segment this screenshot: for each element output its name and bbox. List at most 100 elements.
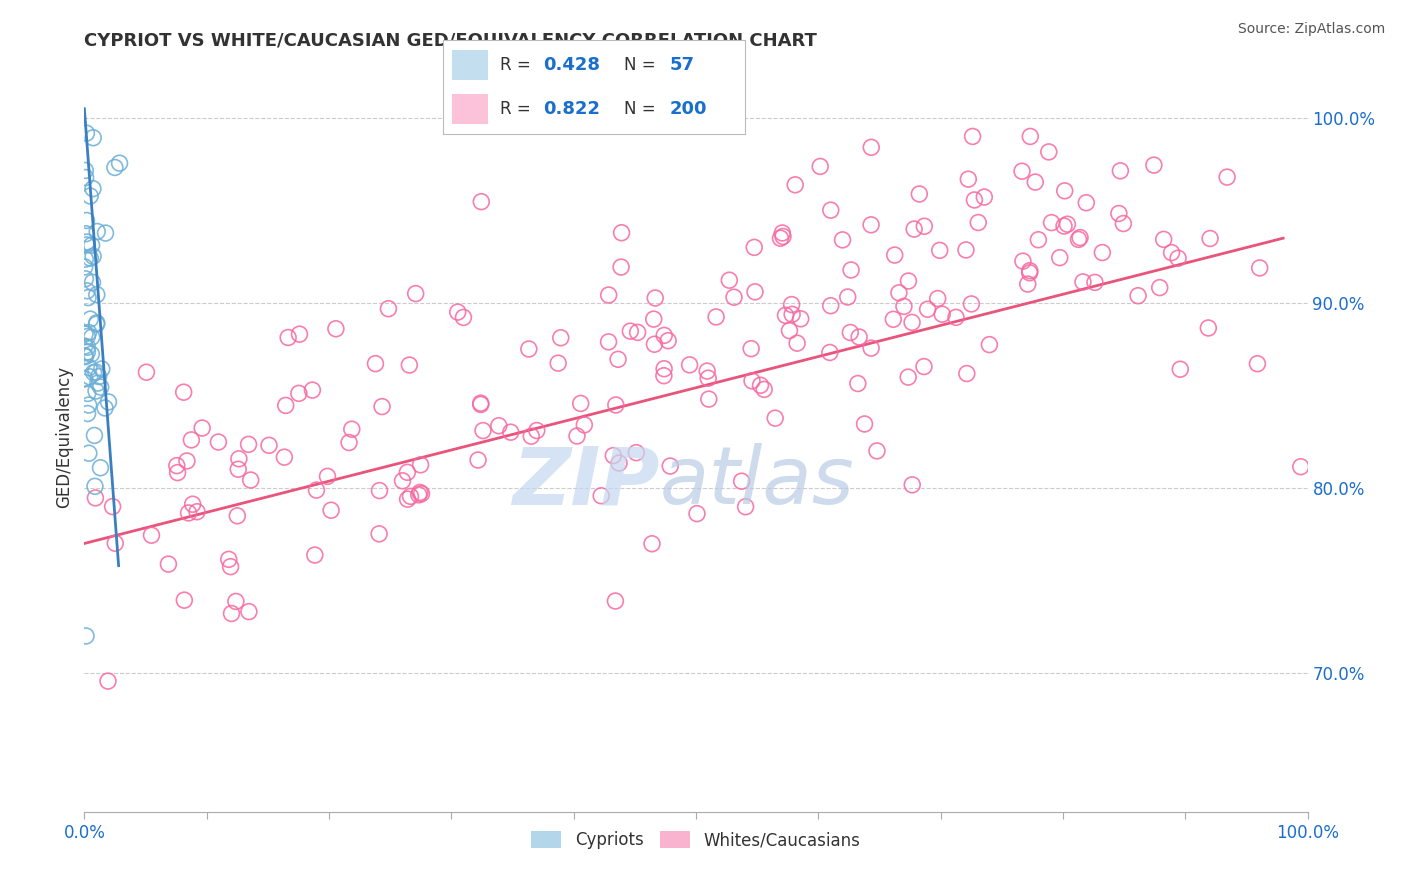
Point: [364, 357, 387, 371]
Point: [225, 594, 247, 608]
Point: [908, 186, 931, 201]
Point: [928, 244, 950, 258]
Point: [957, 172, 980, 186]
Point: [89, 460, 111, 475]
Point: [704, 310, 727, 324]
Point: [368, 483, 391, 498]
Point: [789, 311, 811, 326]
Point: [77, 398, 100, 412]
Point: [1246, 357, 1268, 371]
Point: [73, 326, 96, 341]
Point: [166, 466, 188, 480]
Point: [79, 189, 101, 203]
Point: [839, 263, 862, 277]
Point: [470, 396, 492, 410]
Point: [1168, 362, 1191, 376]
Point: [1249, 260, 1271, 275]
Point: [1018, 263, 1040, 277]
Point: [238, 437, 260, 451]
Point: [337, 435, 360, 450]
Point: [641, 537, 664, 551]
Point: [1199, 231, 1222, 245]
Point: [488, 418, 510, 433]
Point: [740, 342, 762, 356]
Point: [1216, 170, 1239, 185]
Point: [180, 433, 202, 447]
Point: [1091, 245, 1114, 260]
Point: [108, 156, 131, 170]
Point: [839, 326, 862, 340]
Point: [76, 235, 98, 249]
Point: [186, 505, 208, 519]
Point: [177, 506, 200, 520]
Point: [860, 140, 883, 154]
Point: [1160, 245, 1182, 260]
Point: [1040, 216, 1063, 230]
Point: [696, 364, 718, 378]
Point: [569, 396, 592, 410]
Point: [75, 126, 97, 140]
Point: [411, 486, 433, 500]
Legend: Cypriots, Whites/Caucasians: Cypriots, Whites/Caucasians: [524, 824, 868, 855]
Point: [80, 347, 103, 361]
Point: [818, 345, 841, 359]
Point: [75, 629, 97, 643]
Point: [897, 370, 920, 384]
Point: [76, 345, 98, 359]
Point: [619, 324, 641, 338]
Point: [848, 330, 870, 344]
Point: [221, 607, 243, 621]
Point: [1024, 175, 1046, 189]
Point: [749, 378, 772, 392]
Point: [730, 474, 752, 488]
Point: [472, 424, 495, 438]
Point: [76, 340, 98, 354]
Point: [882, 312, 904, 326]
Point: [409, 485, 432, 500]
Point: [82, 182, 104, 196]
Point: [274, 399, 297, 413]
Point: [94, 226, 117, 240]
Point: [90, 362, 112, 376]
Text: CYPRIOT VS WHITE/CAUCASIAN GED/EQUIVALENCY CORRELATION CHART: CYPRIOT VS WHITE/CAUCASIAN GED/EQUIVALEN…: [84, 32, 817, 50]
Point: [173, 593, 195, 607]
Point: [301, 383, 323, 397]
Point: [80, 330, 103, 344]
Point: [76, 407, 98, 421]
Point: [75, 350, 97, 364]
Point: [368, 526, 391, 541]
Point: [1018, 266, 1040, 280]
Text: 0.822: 0.822: [543, 101, 599, 119]
Point: [945, 310, 967, 325]
Point: [73, 260, 96, 274]
Point: [226, 508, 249, 523]
Text: N =: N =: [624, 101, 661, 119]
Point: [526, 424, 548, 438]
Point: [76, 329, 98, 343]
Point: [960, 297, 983, 311]
Point: [453, 310, 475, 325]
Point: [1076, 195, 1098, 210]
Point: [901, 315, 924, 329]
Point: [517, 342, 540, 356]
Point: [288, 327, 311, 342]
Point: [83, 428, 105, 442]
Point: [86, 317, 108, 331]
Point: [80, 238, 103, 252]
Point: [643, 337, 665, 351]
Point: [340, 422, 363, 436]
Point: [979, 337, 1001, 351]
Point: [659, 458, 682, 473]
Point: [76, 238, 98, 252]
Text: ZIP: ZIP: [512, 443, 659, 521]
Point: [931, 307, 953, 321]
Point: [785, 178, 807, 192]
Point: [84, 491, 107, 505]
Point: [82, 130, 104, 145]
Point: [191, 421, 214, 435]
Point: [86, 316, 108, 330]
Point: [405, 286, 427, 301]
Point: [808, 160, 831, 174]
Point: [967, 215, 990, 229]
Point: [90, 380, 112, 394]
